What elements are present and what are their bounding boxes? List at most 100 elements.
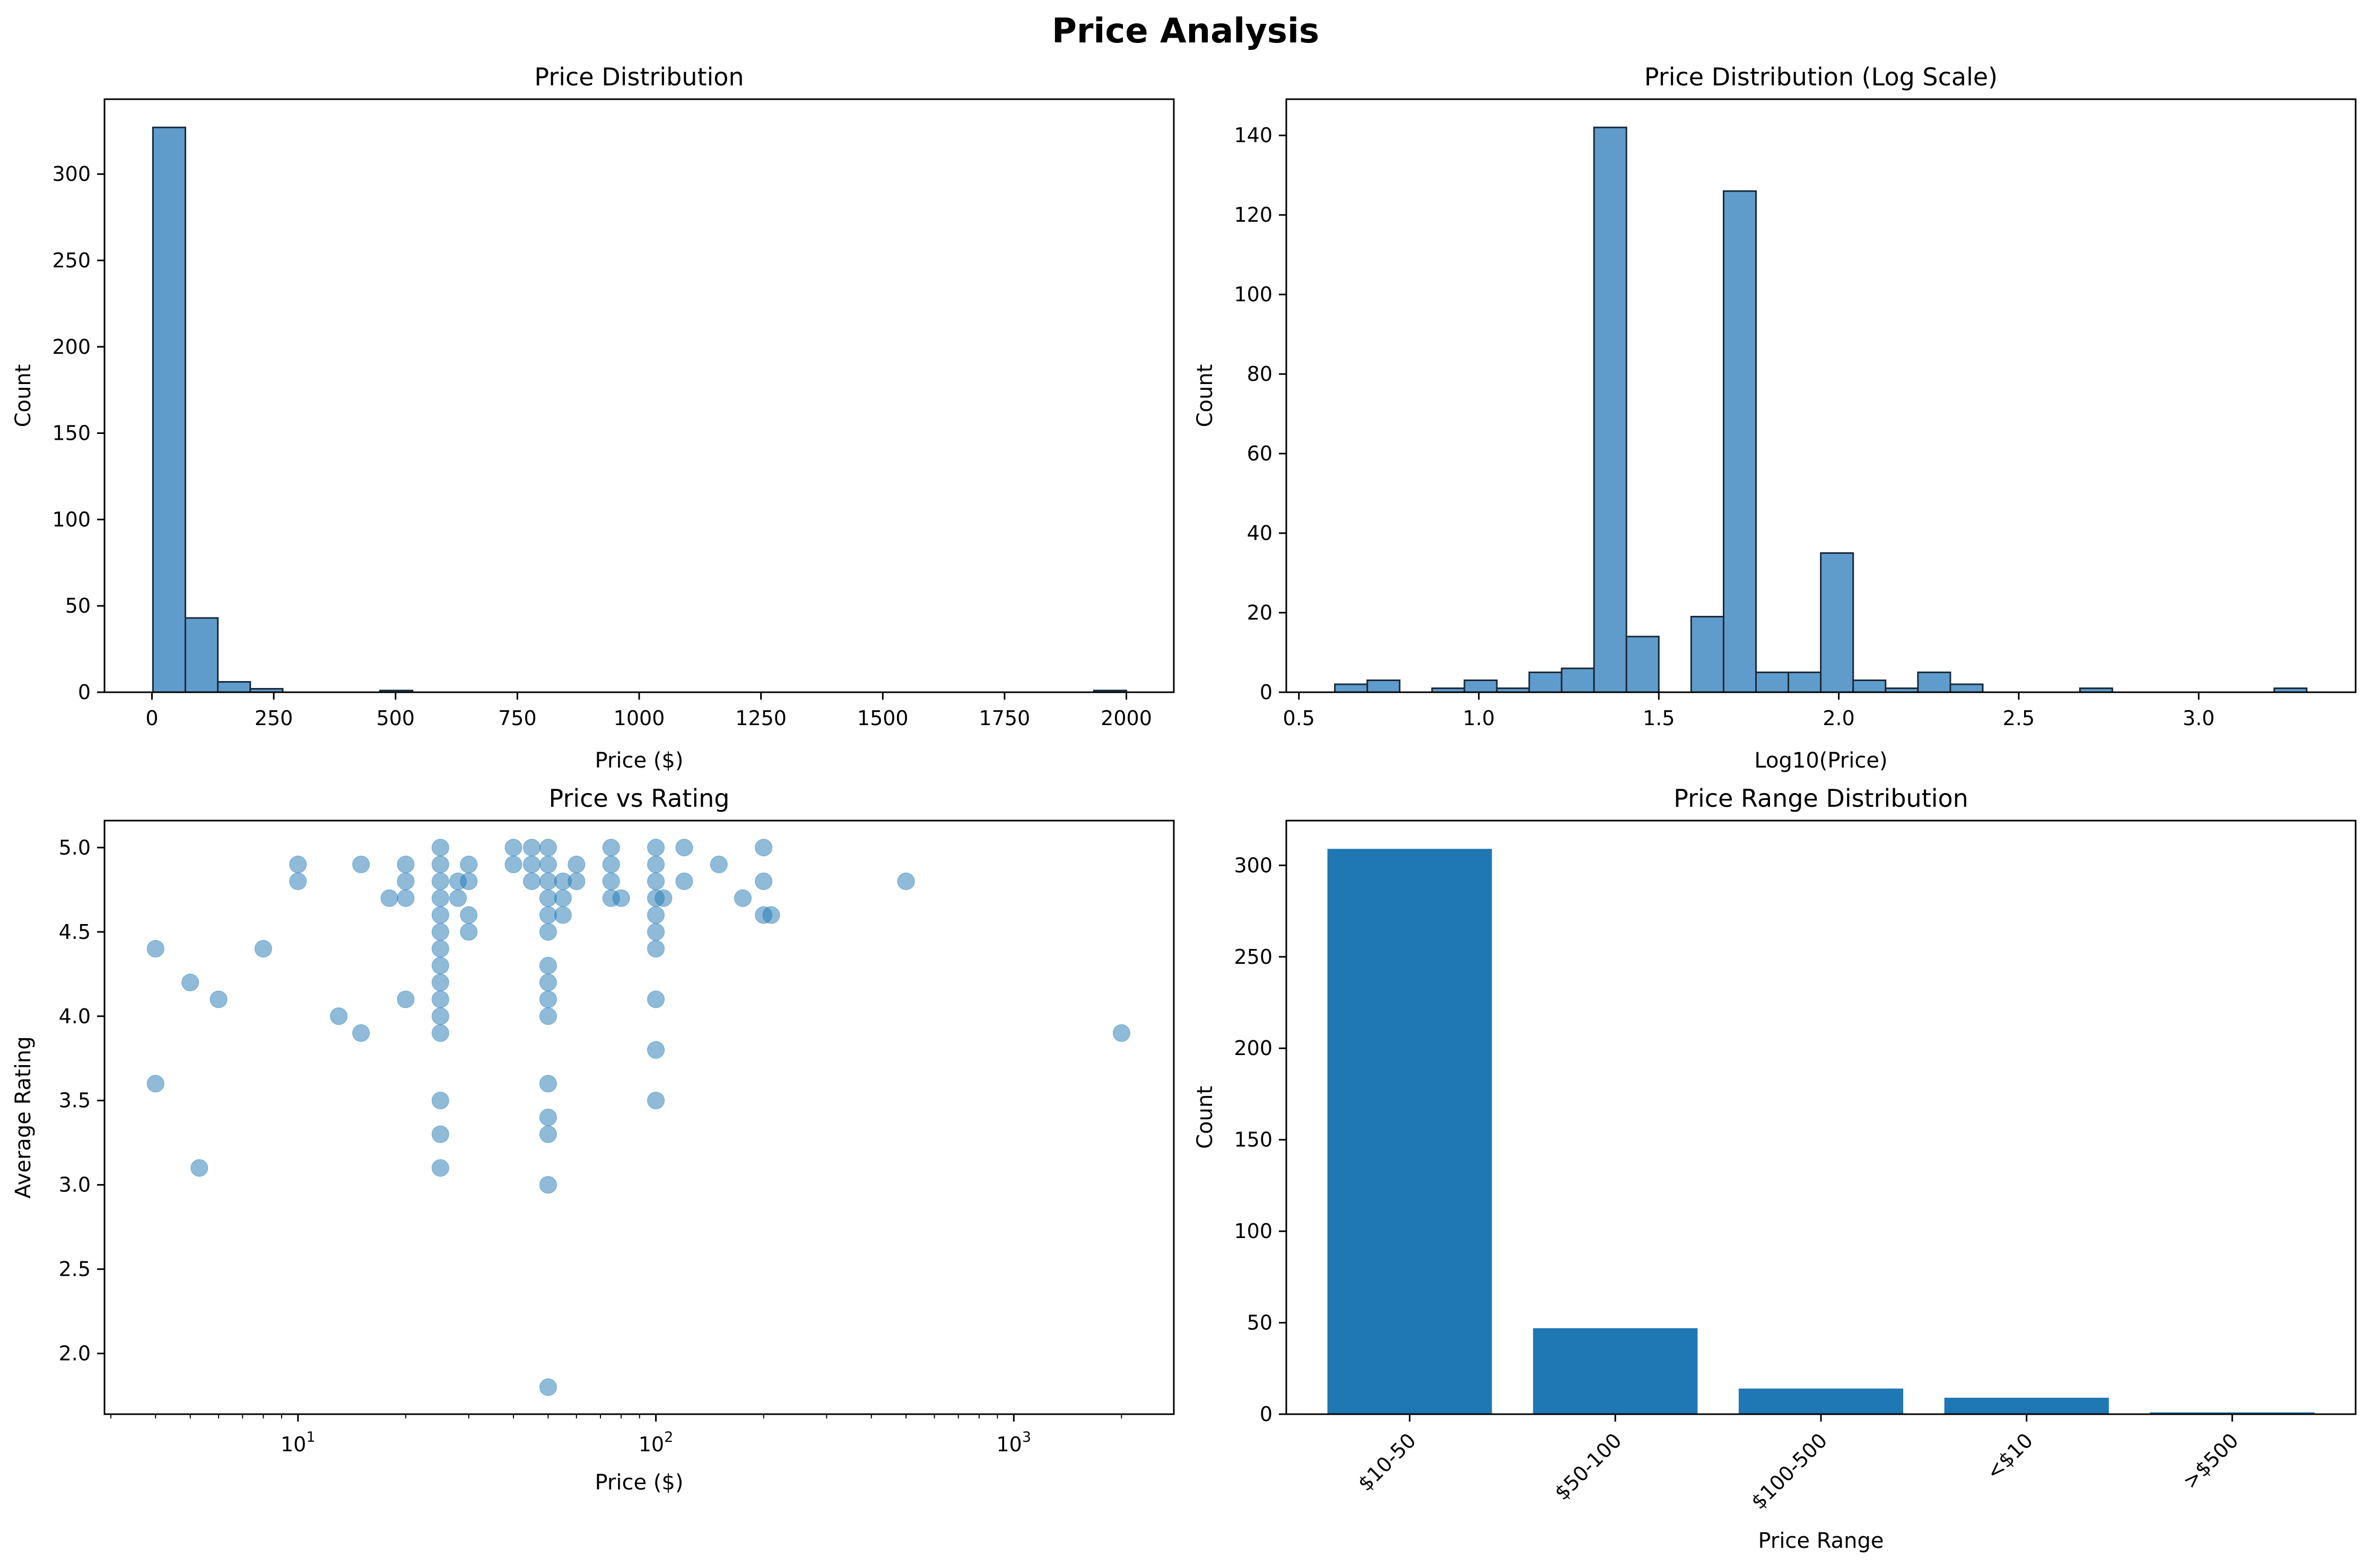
- scatter-point: [146, 940, 164, 958]
- scatter-point: [539, 872, 557, 890]
- y-tick-label: 200: [52, 335, 91, 359]
- y-tick-label: 200: [1234, 1036, 1272, 1060]
- y-axis-label: Count: [11, 364, 36, 428]
- scatter-point: [289, 856, 307, 874]
- histogram-bar: [152, 126, 186, 693]
- y-tick-label: 0: [1260, 681, 1272, 704]
- histogram-bar: [1949, 683, 1984, 693]
- x-tick-label: 2000: [1101, 707, 1152, 730]
- price-distribution-panel: 0 50 100 150 200 250 300 0 250 500 750 1000 1250 1500…: [11, 63, 1175, 773]
- y-tick-label: 100: [1234, 283, 1272, 306]
- scatter-point: [539, 1378, 557, 1396]
- histogram-bar: [1820, 552, 1854, 693]
- scatter-point: [675, 839, 693, 857]
- y-tick-label: 0: [78, 681, 91, 704]
- y-tick-label: 50: [1247, 1311, 1272, 1335]
- x-tick-label: 1000: [614, 707, 665, 730]
- scatter-point: [647, 839, 665, 857]
- scatter-point: [647, 990, 665, 1008]
- log-price-distribution-panel: 0 20 40 60 80 100 120 140 0.5 1.0 1.5 2.0 2.5 3.0 Pric…: [1193, 63, 2357, 773]
- x-tick-label: 500: [376, 707, 415, 730]
- x-tick-label: 2.0: [1823, 707, 1854, 730]
- y-tick-label: 3.0: [59, 1173, 91, 1197]
- histogram-bar: [1852, 680, 1887, 693]
- scatter-point: [647, 940, 665, 958]
- y-tick-label: 20: [1247, 601, 1272, 624]
- scatter-point: [352, 856, 370, 874]
- scatter-point: [460, 856, 478, 874]
- x-tick-label: 1.0: [1463, 707, 1495, 730]
- scatter-point: [431, 1092, 449, 1110]
- scatter-point: [602, 872, 620, 890]
- scatter-point: [523, 839, 541, 857]
- scatter-point: [539, 956, 557, 974]
- scatter-point: [431, 940, 449, 958]
- y-tick-label: 2.5: [59, 1258, 91, 1281]
- y-tick-label: 4.0: [59, 1005, 91, 1028]
- scatter-point: [397, 856, 415, 874]
- scatter-point: [397, 889, 415, 907]
- x-tick-label: 1.5: [1643, 707, 1675, 730]
- y-tick-label: 80: [1247, 362, 1272, 386]
- scatter-point: [460, 872, 478, 890]
- scatter-point: [602, 856, 620, 874]
- scatter-point: [647, 856, 665, 874]
- scatter-point: [330, 1007, 348, 1025]
- y-tick-label: 120: [1234, 203, 1272, 227]
- y-tick-label: 4.5: [59, 920, 91, 944]
- scatter-point: [146, 1075, 164, 1093]
- scatter-point: [431, 956, 449, 974]
- scatter-point: [1112, 1024, 1130, 1042]
- plot-frame: [1285, 98, 2357, 693]
- scatter-point: [710, 856, 728, 874]
- y-tick-label: 300: [52, 162, 91, 186]
- scatter-point: [897, 872, 915, 890]
- figure-title: Price Analysis: [1052, 12, 1319, 51]
- scatter-point: [431, 973, 449, 991]
- scatter-point: [647, 906, 665, 924]
- bar: [1533, 1328, 1698, 1414]
- scatter-point: [734, 889, 752, 907]
- scatter-point: [602, 839, 620, 857]
- y-tick-label: 250: [1234, 945, 1272, 969]
- scatter-point: [449, 889, 467, 907]
- scatter-point: [190, 1159, 208, 1177]
- histogram-bar: [1463, 680, 1498, 693]
- y-tick-label: 140: [1234, 124, 1272, 147]
- scatter-point: [397, 990, 415, 1008]
- scatter-point: [539, 1125, 557, 1143]
- subplot-title: Price Range Distribution: [1673, 784, 1968, 813]
- scatter-point: [539, 889, 557, 907]
- histogram-bar: [1625, 635, 1660, 693]
- y-tick-label: 5.0: [59, 836, 91, 859]
- scatter-point: [431, 1007, 449, 1025]
- scatter-point: [568, 856, 586, 874]
- histogram-bar: [1788, 672, 1822, 693]
- y-tick-label: 100: [1234, 1219, 1272, 1243]
- scatter-point: [181, 973, 199, 991]
- scatter-point: [755, 872, 773, 890]
- scatter-point: [523, 856, 541, 874]
- scatter-point: [675, 872, 693, 890]
- y-tick-label: 3.5: [59, 1089, 91, 1112]
- x-axis-label: Price ($): [595, 748, 684, 773]
- x-tick-label: 102: [639, 1429, 674, 1456]
- scatter-point: [539, 1176, 557, 1194]
- scatter-point: [397, 872, 415, 890]
- histogram-bar: [1917, 672, 1951, 693]
- scatter-point: [431, 906, 449, 924]
- scatter-point: [289, 872, 307, 890]
- y-tick-label: 50: [65, 594, 91, 617]
- y-tick-label: 150: [1234, 1128, 1272, 1152]
- scatter-point: [655, 889, 673, 907]
- scatter-point: [554, 906, 572, 924]
- x-tick-label: 1750: [979, 707, 1031, 730]
- y-tick-label: 0: [1260, 1403, 1272, 1426]
- scatter-point: [539, 839, 557, 857]
- histogram-bar: [1366, 680, 1401, 693]
- histogram-bar: [1755, 672, 1790, 693]
- histogram-bar: [1528, 672, 1563, 693]
- histogram-bar: [184, 617, 219, 693]
